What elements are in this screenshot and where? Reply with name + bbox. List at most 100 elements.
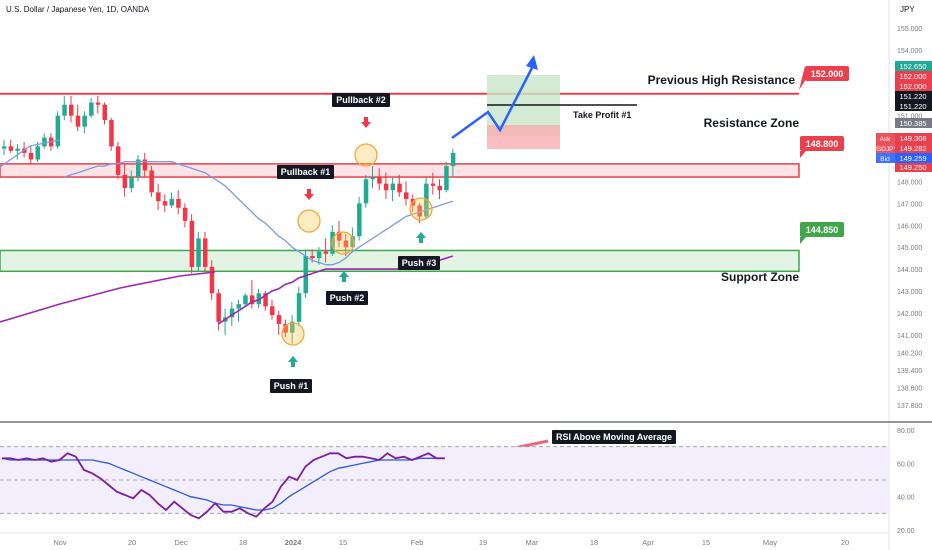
candle-body xyxy=(42,137,47,147)
candle-body xyxy=(142,159,148,171)
pullback1-arrow xyxy=(304,189,314,200)
candle-body xyxy=(290,321,295,333)
price-badge-ask: 149.308 xyxy=(899,134,926,143)
push1-label-box xyxy=(270,379,312,393)
price-badge-stop_a: 151.220 xyxy=(899,92,926,101)
candle-body xyxy=(276,315,282,324)
candle-body xyxy=(357,203,362,237)
support-tag-pointer xyxy=(800,237,806,244)
candle-body xyxy=(122,174,128,189)
candle-body xyxy=(263,293,268,307)
candle-body xyxy=(343,240,349,248)
time-tick-label: May xyxy=(763,538,777,547)
price-badge-ask-box xyxy=(895,133,932,143)
price-tick-label: 151.000 xyxy=(897,114,922,121)
price-tick-label: 154.000 xyxy=(897,48,922,55)
time-tick-label: 15 xyxy=(702,538,710,547)
projection-arrow-head xyxy=(526,55,538,70)
candle-body xyxy=(75,115,81,127)
price-badge-stop_b: 151.220 xyxy=(899,102,926,111)
candle-body xyxy=(296,293,302,322)
candle-body xyxy=(95,102,101,105)
rsi-tick-label: 20.00 xyxy=(897,528,915,535)
candle-body xyxy=(55,115,61,147)
time-tick-label: 2024 xyxy=(285,538,303,547)
push2-label: Push #2 xyxy=(330,293,365,303)
ma-fast-line xyxy=(0,139,61,168)
candle-body xyxy=(229,308,235,318)
candle-body xyxy=(390,183,396,191)
candle-body xyxy=(437,185,442,191)
rsi-tick-label: 80.00 xyxy=(897,428,915,435)
candle-body xyxy=(15,148,20,151)
candle-body xyxy=(102,104,107,121)
time-tick-label: Mar xyxy=(526,538,539,547)
price-badge-stop_b-box xyxy=(895,101,932,111)
candle-body xyxy=(149,170,154,193)
price-badge-sym-box xyxy=(895,143,932,153)
candle-body xyxy=(162,201,168,206)
ma-slow-line xyxy=(0,271,216,323)
price-badge-bid-label: Bid xyxy=(880,156,890,163)
previous-high-value: 152.000 xyxy=(811,69,844,79)
time-tick-label: Feb xyxy=(411,538,424,547)
candle-body xyxy=(397,183,402,193)
candle-body xyxy=(82,115,87,127)
time-tick-label: 18 xyxy=(590,538,598,547)
candle-body xyxy=(249,295,255,305)
candle-body xyxy=(62,104,67,116)
price-badge-high_c-box xyxy=(895,81,932,91)
price-badge-stop_a-box xyxy=(895,91,932,101)
price-tick-label: 138.600 xyxy=(897,385,922,392)
price-tick-label: 145.000 xyxy=(897,245,922,252)
time-tick-label: Dec xyxy=(174,538,188,547)
highlight-circle xyxy=(331,231,355,255)
previous-high-tag-pointer xyxy=(799,66,805,90)
candle-body xyxy=(383,183,389,191)
projection-arrow-line xyxy=(451,65,535,140)
candle-body xyxy=(270,306,275,316)
price-tick-label: 147.000 xyxy=(897,201,922,208)
candle-body xyxy=(377,177,382,184)
candle-body xyxy=(310,255,315,259)
price-badge-ask-label-box xyxy=(876,133,895,143)
previous-high-value-box xyxy=(805,66,849,81)
candle-body xyxy=(156,192,161,202)
candle-body xyxy=(69,104,74,116)
time-tick-label: Apr xyxy=(642,538,654,547)
support-zone-label: Support Zone xyxy=(721,270,799,284)
candle-body xyxy=(189,220,195,267)
annotations-layer: Pullback #2 Pullback #1 Push #1 Push #2 Push… xyxy=(270,66,849,470)
price-badge-bid-box xyxy=(895,153,932,163)
candle-body xyxy=(283,323,288,333)
price-tick-label: 141.000 xyxy=(897,333,922,340)
rsi-tick-label: 40.00 xyxy=(897,495,915,502)
price-axis-ticks: 155.000154.000153.000152.000151.000150.0… xyxy=(897,26,922,410)
candle-body xyxy=(350,236,355,248)
candle-body xyxy=(430,183,436,186)
previous-high-label: Previous High Resistance xyxy=(648,73,796,87)
price-badge-sym-label: USDJPY xyxy=(872,146,898,153)
price-badge-sym: 149.282 xyxy=(899,144,926,153)
resistance-value: 148.800 xyxy=(806,139,839,149)
price-tick-label: 143.000 xyxy=(897,289,922,296)
push3-arrow xyxy=(416,232,426,243)
candle-body xyxy=(136,159,141,178)
highlight-circle xyxy=(297,209,321,233)
rsi-ma-line xyxy=(1,457,445,511)
pullback1-label: Pullback #1 xyxy=(281,167,331,177)
candle-body xyxy=(8,146,14,151)
candle-body xyxy=(182,207,188,221)
time-tick-label: 18 xyxy=(239,538,247,547)
candle-body xyxy=(370,177,375,180)
candle-body xyxy=(129,177,134,189)
candle-body xyxy=(109,120,114,147)
currency-label: JPY xyxy=(900,5,915,14)
price-badges-layer: 152.650152.000152.000152.000151.220151.2… xyxy=(872,61,932,172)
price-badge-bid-label-box xyxy=(876,153,895,163)
price-tick-label: 146.000 xyxy=(897,223,922,230)
time-tick-label: 15 xyxy=(339,538,347,547)
candle-body xyxy=(316,251,322,259)
candle-body xyxy=(323,251,329,254)
